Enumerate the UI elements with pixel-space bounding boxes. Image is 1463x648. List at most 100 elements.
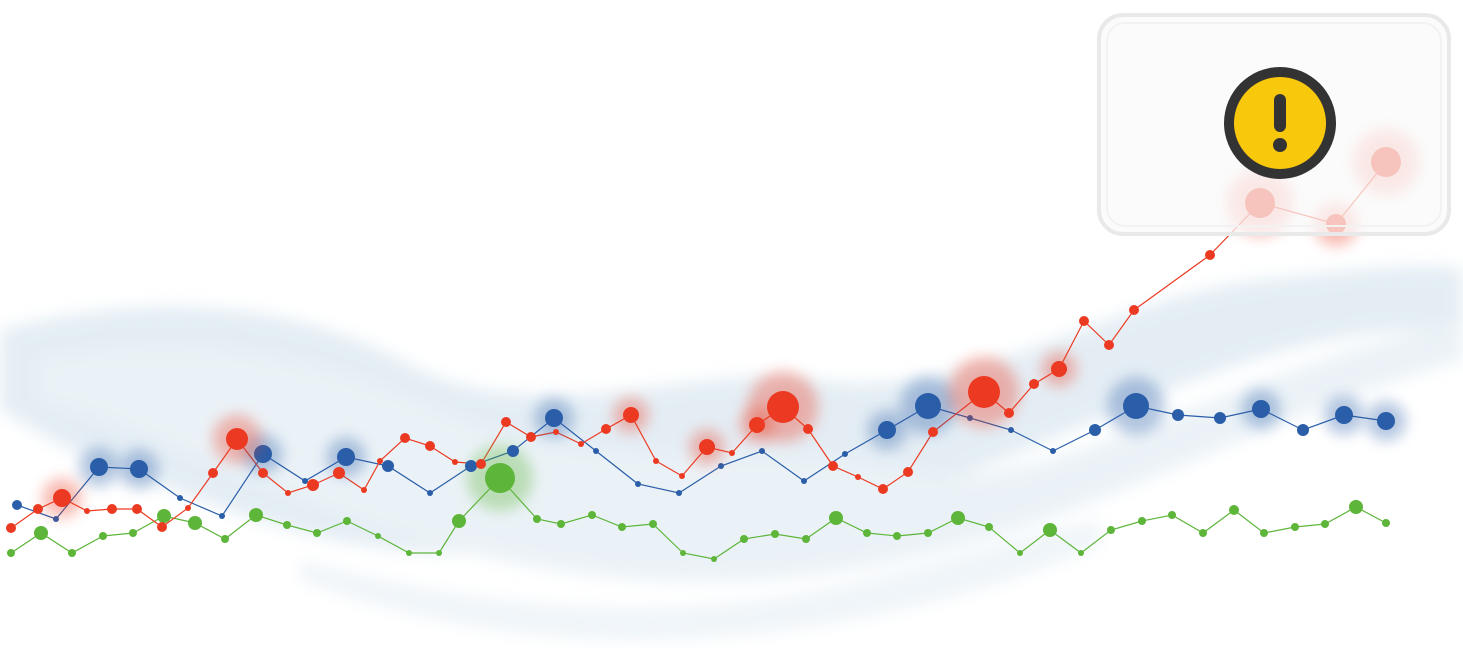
data-point xyxy=(1335,406,1353,424)
data-point xyxy=(382,460,394,472)
data-point xyxy=(1129,305,1139,315)
data-point xyxy=(533,515,541,523)
data-point xyxy=(985,523,993,531)
data-point xyxy=(1297,424,1309,436)
data-point xyxy=(1079,316,1089,326)
data-point xyxy=(878,484,888,494)
chart xyxy=(0,0,1463,648)
data-point xyxy=(863,529,871,537)
data-point xyxy=(1051,361,1067,377)
data-point xyxy=(855,474,861,480)
data-point xyxy=(740,535,748,543)
data-point xyxy=(593,448,599,454)
data-point xyxy=(157,522,167,532)
data-point xyxy=(711,556,717,562)
data-point xyxy=(361,487,367,493)
data-point xyxy=(1252,400,1270,418)
data-point xyxy=(400,433,410,443)
data-point xyxy=(283,521,291,529)
data-point xyxy=(208,468,218,478)
data-point xyxy=(951,511,965,525)
data-point xyxy=(915,393,941,419)
data-point xyxy=(406,550,412,556)
data-point xyxy=(12,500,22,510)
data-point xyxy=(1205,250,1215,260)
data-point xyxy=(924,529,932,537)
data-point xyxy=(132,504,142,514)
data-point xyxy=(718,463,724,469)
data-point xyxy=(767,391,799,423)
data-point xyxy=(465,460,477,472)
data-point xyxy=(507,445,519,457)
data-point xyxy=(1199,529,1207,537)
data-point xyxy=(6,523,16,533)
data-point xyxy=(623,407,639,423)
data-point xyxy=(1008,427,1014,433)
data-point xyxy=(130,460,148,478)
data-point xyxy=(1377,412,1395,430)
data-point xyxy=(185,505,191,511)
data-point xyxy=(7,549,15,557)
data-point xyxy=(557,520,565,528)
data-point xyxy=(1321,520,1329,528)
data-point xyxy=(903,467,913,477)
data-point xyxy=(343,517,351,525)
data-point xyxy=(157,509,171,523)
data-point xyxy=(1104,340,1114,350)
data-point xyxy=(226,428,248,450)
data-point xyxy=(676,490,682,496)
warning-bar xyxy=(1274,94,1286,132)
notification-card xyxy=(1099,15,1449,234)
data-point xyxy=(679,473,685,479)
data-point xyxy=(1107,526,1115,534)
data-point xyxy=(221,535,229,543)
data-point xyxy=(258,468,268,478)
data-point xyxy=(553,429,559,435)
data-point xyxy=(893,532,901,540)
data-point xyxy=(33,504,43,514)
data-point xyxy=(1229,505,1239,515)
data-point xyxy=(188,516,202,530)
data-point xyxy=(680,550,686,556)
data-point xyxy=(801,478,807,484)
data-point xyxy=(699,439,715,455)
data-point xyxy=(427,490,433,496)
data-point xyxy=(1291,523,1299,531)
data-point xyxy=(1123,393,1149,419)
data-point xyxy=(1004,408,1014,418)
data-point xyxy=(1214,412,1226,424)
data-point xyxy=(34,526,48,540)
data-point xyxy=(803,424,813,434)
data-point xyxy=(601,424,611,434)
data-point xyxy=(1043,523,1057,537)
data-point xyxy=(249,508,263,522)
data-point xyxy=(828,461,838,471)
data-point xyxy=(452,514,466,528)
data-point xyxy=(618,523,626,531)
data-point xyxy=(302,478,308,484)
data-point xyxy=(219,513,225,519)
data-point xyxy=(377,458,383,464)
warning-dot xyxy=(1273,138,1287,152)
data-point xyxy=(1168,511,1176,519)
data-point xyxy=(1138,517,1146,525)
data-point xyxy=(375,533,381,539)
data-point xyxy=(1089,424,1101,436)
data-point xyxy=(1029,379,1039,389)
data-point xyxy=(337,448,355,466)
data-point xyxy=(333,467,345,479)
data-point xyxy=(90,458,108,476)
data-point xyxy=(285,490,291,496)
data-point xyxy=(588,511,596,519)
data-point xyxy=(313,529,321,537)
data-point xyxy=(1078,550,1084,556)
data-point xyxy=(802,535,810,543)
data-point xyxy=(928,427,938,437)
data-point xyxy=(771,530,779,538)
page: (() => { const data = JSON.parse(documen… xyxy=(0,0,1463,648)
data-point xyxy=(829,511,843,525)
data-point xyxy=(501,417,511,427)
data-point xyxy=(578,441,584,447)
data-point xyxy=(485,463,515,493)
data-point xyxy=(526,432,536,442)
